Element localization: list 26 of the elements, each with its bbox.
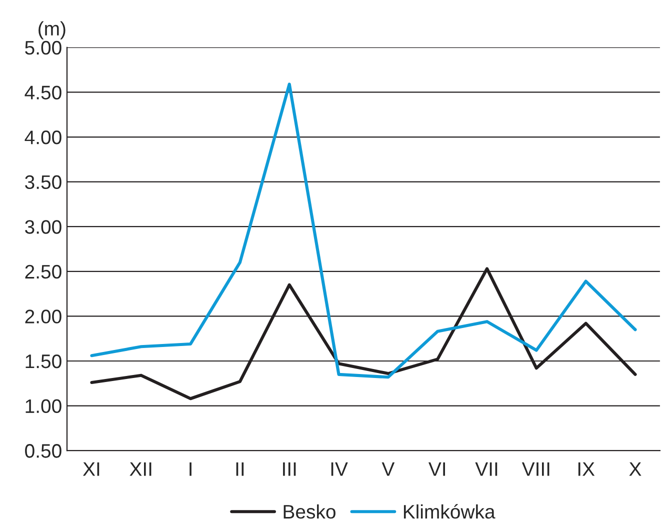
x-tick-label: IX	[578, 462, 595, 476]
legend-label: Klimkówka	[404, 504, 496, 519]
y-tick-label: 2.50	[25, 264, 62, 279]
y-tick-label: 4.00	[24, 130, 62, 144]
x-tick-label: X	[629, 462, 642, 476]
line-series	[90, 82, 637, 379]
y-tick-label: 3.50	[25, 175, 62, 190]
x-tick-label: VII	[475, 462, 498, 476]
x-tick-label: XI	[82, 462, 100, 476]
x-tick-label: III	[283, 462, 296, 476]
y-tick-label: 1.50	[26, 354, 62, 368]
x-tick-label: IV	[331, 462, 348, 476]
legend-label: Besko	[284, 504, 336, 519]
x-tick-label: I	[190, 462, 192, 476]
x-tick-label: VIII	[522, 462, 550, 476]
y-tick-label: 4.50	[24, 86, 62, 100]
y-axis-title: (m)	[38, 21, 66, 40]
y-tick-label: 2.00	[25, 310, 62, 324]
y-tick-label: 0.50	[25, 444, 62, 458]
y-tick-label: 1.00	[26, 399, 62, 414]
y-tick-label: 3.00	[25, 220, 62, 234]
x-tick-label: XII	[130, 462, 152, 476]
x-tick-label: II	[236, 462, 244, 476]
x-tick-label: V	[382, 462, 395, 476]
x-tick-label: VI	[428, 462, 445, 476]
y-tick-label: 5.00	[25, 40, 62, 55]
